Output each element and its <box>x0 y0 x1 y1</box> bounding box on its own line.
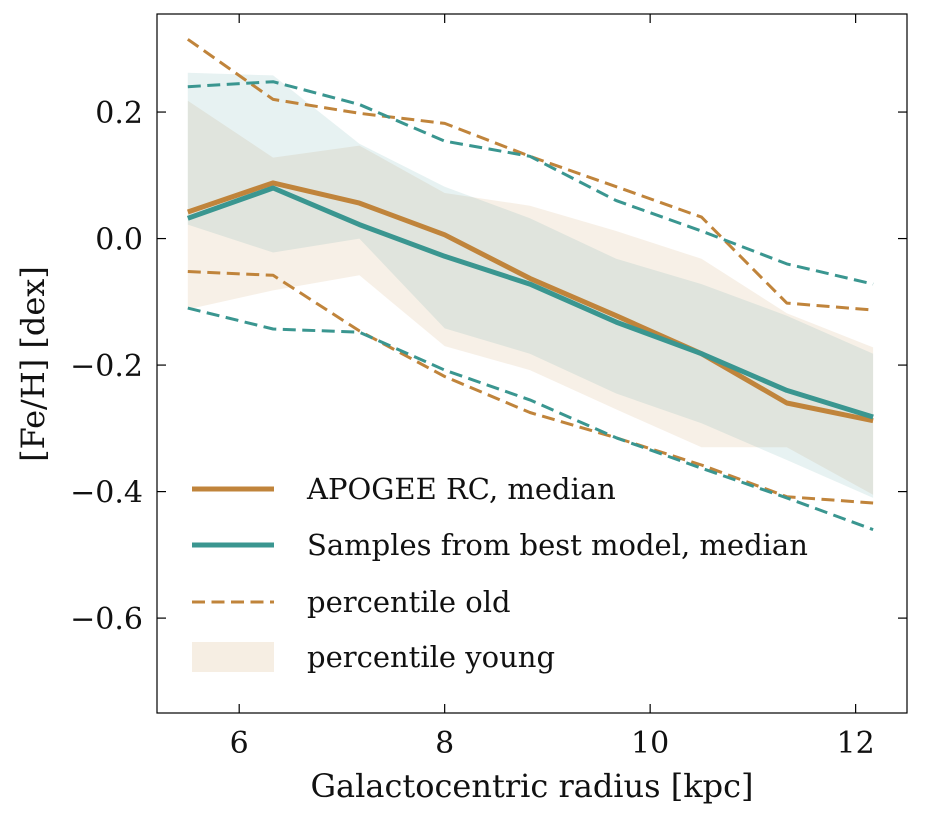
legend-swatch <box>192 642 274 672</box>
x-tick-label: 8 <box>435 726 454 761</box>
legend: APOGEE RC, median Samples from best model… <box>192 472 808 674</box>
x-tick-label: 6 <box>230 726 249 761</box>
apogee-median-line <box>186 180 874 424</box>
legend-label: percentile young <box>307 640 555 674</box>
y-tick-label: −0.4 <box>70 476 143 511</box>
y-tick-label: 0.2 <box>95 96 143 131</box>
plot-area <box>186 38 874 532</box>
plot-marks <box>186 38 874 532</box>
legend-apogee-median: APOGEE RC, median <box>192 472 616 506</box>
x-tick-label: 10 <box>631 726 669 761</box>
ticks: 6 8 10 12 0.2 0.0 −0.2 −0.4 −0.6 <box>70 14 907 761</box>
percentile-young-band-apogee <box>187 100 874 495</box>
percentile-old-lower-line-model <box>187 306 874 532</box>
percentile-old-upper-line-apogee <box>186 38 874 312</box>
y-tick-label: −0.6 <box>70 602 143 637</box>
x-tick-label: 12 <box>837 726 875 761</box>
y-tick-label: −0.2 <box>70 349 143 384</box>
x-axis-label: Galactocentric radius [kpc] <box>310 767 753 805</box>
axes <box>156 13 908 714</box>
legend-model-median: Samples from best model, median <box>192 528 808 562</box>
model-median-line <box>186 185 874 420</box>
legend-label: APOGEE RC, median <box>306 472 616 506</box>
percentile-old-upper-line-model <box>187 80 874 286</box>
y-axis-label: [Fe/H] [dex] <box>14 266 52 462</box>
y-tick-label: 0.0 <box>95 223 143 258</box>
legend-label: Samples from best model, median <box>307 528 808 562</box>
percentile-old-lower-line-apogee <box>187 270 874 505</box>
legend-label: percentile old <box>307 585 511 619</box>
axes-frame <box>156 13 908 714</box>
legend-percentile-old: percentile old <box>192 585 511 619</box>
legend-percentile-young: percentile young <box>192 640 555 674</box>
